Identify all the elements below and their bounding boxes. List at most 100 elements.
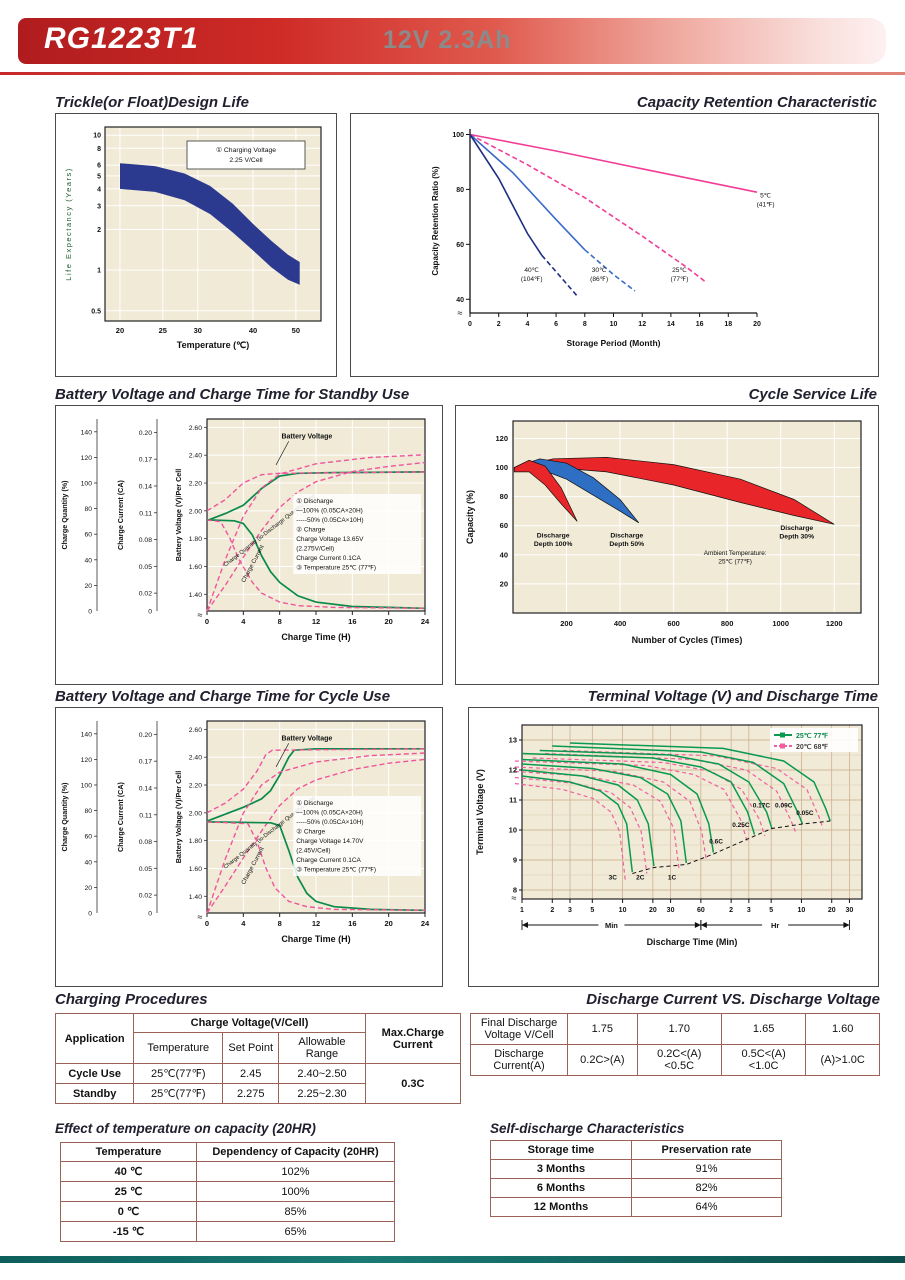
label: 2.60 [189, 727, 202, 734]
label: 0 [205, 617, 209, 626]
rect [762, 919, 789, 931]
model-banner: RG1223T1 12V 2.3Ah [18, 18, 886, 64]
label: Charge Current (CA) [116, 781, 125, 851]
series-20c [562, 749, 824, 829]
cell: 85% [196, 1201, 395, 1222]
label: 2.40 [189, 453, 202, 460]
label: 40℃ [524, 267, 539, 274]
label: 18 [724, 321, 732, 328]
series-25c [521, 769, 655, 867]
title-discharge-vs: Discharge Current VS. Discharge Voltage [586, 991, 880, 1008]
label: 30 [194, 326, 202, 335]
rect [780, 732, 785, 738]
label: 2.40 [189, 755, 202, 762]
title-charging-procedures: Charging Procedures [55, 991, 208, 1008]
label: 0 [205, 919, 209, 928]
label: 2.00 [189, 810, 202, 817]
path [843, 922, 850, 928]
cell: 1.75 [567, 1013, 638, 1045]
label: 2 [97, 227, 101, 234]
cell: 0 ℃ [60, 1201, 197, 1222]
label: Battery Voltage [281, 735, 332, 742]
cell: 0.3C [364, 1063, 462, 1104]
label: 4 [241, 919, 246, 928]
label: 20 [649, 907, 657, 914]
series-25c [521, 775, 634, 873]
label: 140 [81, 429, 93, 436]
label: Charge Voltage 13.65V [296, 536, 364, 543]
cell: 25 ℃ [60, 1181, 197, 1202]
label: 20 [84, 583, 92, 590]
series-line [206, 461, 426, 612]
label: 4 [97, 186, 101, 193]
label: 0.02 [139, 893, 152, 900]
label: 3 [97, 203, 101, 210]
title-capacity-retention: Capacity Retention Characteristic [636, 94, 877, 111]
series-25c [552, 745, 804, 825]
design-life-band [120, 163, 300, 285]
label: 2 [550, 907, 554, 914]
label: 80 [84, 808, 92, 815]
path [694, 922, 701, 928]
header-divider [0, 72, 905, 75]
label: (86℉) [590, 276, 608, 283]
label: 10 [509, 826, 517, 835]
label: 20 [116, 326, 124, 335]
label: 0.20 [139, 732, 152, 739]
label: Charge Quantity (%) [60, 782, 69, 852]
label: 40 [249, 326, 257, 335]
label: Charge Current 0.1CA [296, 857, 361, 864]
series-line [206, 752, 426, 914]
label: 5 [769, 907, 773, 914]
region [513, 459, 578, 522]
line [275, 743, 290, 768]
label: 5 [590, 907, 594, 914]
label: 0.02 [139, 591, 152, 598]
rect [598, 919, 625, 931]
series-line [206, 519, 426, 610]
label: 10 [610, 321, 618, 328]
cell: 2.45 [222, 1063, 280, 1084]
label: 140 [81, 731, 93, 738]
label: Battery Voltage (V)/Per Cell [174, 771, 183, 864]
label: 80 [84, 506, 92, 513]
label: 16 [696, 321, 704, 328]
label: 0 [88, 609, 92, 616]
label: 11 [509, 796, 517, 805]
label: ③ Temperature 25℃ (77℉) [296, 866, 376, 874]
title-cycle-life: Cycle Service Life [748, 386, 877, 403]
label: 25 [159, 326, 167, 335]
label: 0.05 [139, 866, 152, 873]
cycle-charge-chart: 20 40 60 80 100 120 140 0 Charge Quantity (%) 0.0… [55, 707, 443, 987]
series-25c [521, 752, 756, 835]
label: -----50% (0.05CA×10H) [296, 517, 363, 524]
series-line [469, 133, 586, 251]
label: 60 [456, 242, 464, 249]
label: 9 [513, 856, 517, 865]
label: 60 [697, 907, 705, 914]
label: 2 [497, 321, 501, 328]
label: 60 [84, 532, 92, 539]
label: -----50% (0.05CA×10H) [296, 819, 363, 826]
cell: 12 Months [490, 1197, 632, 1217]
series-25c [521, 763, 688, 864]
cell: 0.2C<(A)<0.5C [636, 1044, 722, 1076]
label: 120 [81, 757, 93, 764]
label: Hr [771, 921, 779, 930]
label: Terminal Voltage (V) [475, 769, 485, 855]
label: Charge Voltage 14.70V [296, 838, 364, 845]
cell: 100% [196, 1181, 395, 1202]
label: 1000 [772, 619, 789, 628]
label: 80 [456, 187, 464, 194]
series-line [469, 133, 708, 284]
label: ≈ [512, 893, 517, 903]
cell: Temperature [133, 1032, 224, 1064]
label: 0.25C [732, 822, 750, 829]
path [522, 922, 528, 928]
label: ≈ [198, 610, 203, 620]
cell: 1.60 [805, 1013, 880, 1045]
label: 14 [667, 321, 675, 328]
series-line [541, 254, 579, 298]
